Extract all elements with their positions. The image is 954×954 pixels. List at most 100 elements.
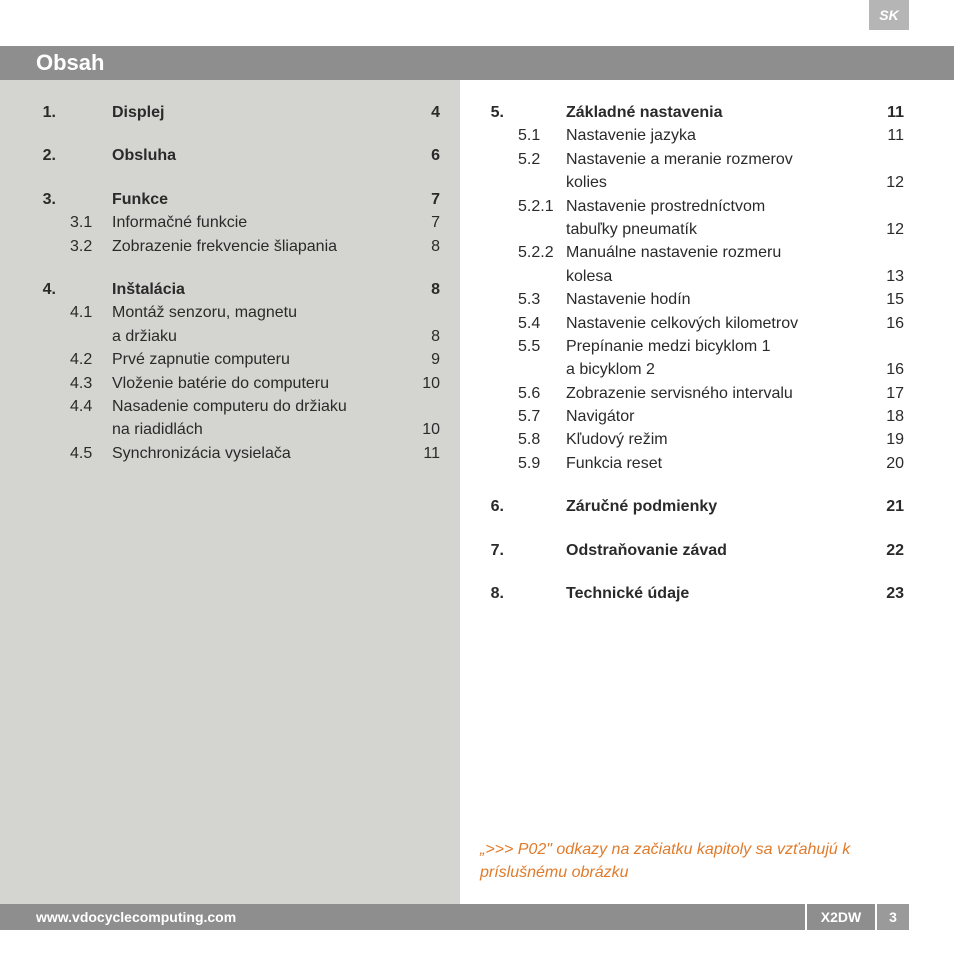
toc-page-number: 21 xyxy=(872,496,904,518)
toc-section-number: 7. xyxy=(480,540,510,562)
toc-subsection-row[interactable]: 4.2Prvé zapnutie computeru9 xyxy=(32,349,440,371)
toc-entry-title: Nastavenie a meranie rozmerov xyxy=(566,149,872,171)
toc-subsection-number: 5.9 xyxy=(510,453,566,475)
toc-section-row[interactable]: 6.Záručné podmienky21 xyxy=(480,496,904,518)
toc-page-number: 13 xyxy=(872,266,904,288)
toc-entry-title: Zobrazenie servisného intervalu xyxy=(566,383,872,405)
toc-subsection-row[interactable]: 5.3Nastavenie hodín15 xyxy=(480,289,904,311)
toc-page-number: 20 xyxy=(872,453,904,475)
toc-subsection-row[interactable]: 3.2Zobrazenie frekvencie šliapania8 xyxy=(32,236,440,258)
toc-subsection-number: 5.2.1 xyxy=(510,196,566,218)
toc-entry-title: a bicyklom 2 xyxy=(566,359,872,381)
toc-page-number: 12 xyxy=(872,219,904,241)
toc-page-number: 17 xyxy=(872,383,904,405)
toc-section-row[interactable]: 1.Displej4 xyxy=(32,102,440,124)
toc-subsection-row[interactable]: kolies12 xyxy=(480,172,904,194)
toc-subsection-row[interactable]: 3.1Informačné funkcie7 xyxy=(32,212,440,234)
toc-entry-title: Nastavenie jazyka xyxy=(566,125,872,147)
toc-subsection-row[interactable]: 4.1Montáž senzoru, magnetu xyxy=(32,302,440,324)
toc-column-left: 1.Displej4 2. Obsluha6 3. Funkce73.1Informač… xyxy=(0,80,460,904)
toc-entry-title: Montáž senzoru, magnetu xyxy=(112,302,408,324)
toc-subsection-row[interactable]: tabuľky pneumatík12 xyxy=(480,219,904,241)
footer-bar: www.vdocyclecomputing.com X2DW 3 xyxy=(0,904,954,930)
toc-page-number: 8 xyxy=(408,236,440,258)
toc-entry-title: Zobrazenie frekvencie šliapania xyxy=(112,236,408,258)
toc-section-number: 1. xyxy=(32,102,62,124)
toc-subsection-number: 4.3 xyxy=(62,373,112,395)
toc-page-number: 8 xyxy=(408,326,440,348)
toc-section-row[interactable]: 8.Technické údaje23 xyxy=(480,583,904,605)
toc-subsection-row[interactable]: 5.1Nastavenie jazyka11 xyxy=(480,125,904,147)
toc-subsection-row[interactable]: 5.6Zobrazenie servisného intervalu17 xyxy=(480,383,904,405)
toc-entry-title: Vloženie batérie do computeru xyxy=(112,373,408,395)
toc-entry-title: Manuálne nastavenie rozmeru xyxy=(566,242,872,264)
toc-column-right: 5.Základné nastavenia115.1Nastavenie jaz… xyxy=(460,80,954,904)
toc-subsection-number: 5.4 xyxy=(510,313,566,335)
toc-gap xyxy=(32,169,440,189)
toc-section-row[interactable]: 3. Funkce7 xyxy=(32,189,440,211)
toc-subsection-row[interactable]: 4.4Nasadenie computeru do držiaku xyxy=(32,396,440,418)
toc-section-number: 3. xyxy=(32,189,62,211)
toc-entry-title: Obsluha xyxy=(112,145,408,167)
page-title: Obsah xyxy=(36,50,104,76)
toc-entry-title: Inštalácia xyxy=(112,279,408,301)
toc-subsection-number: 5.6 xyxy=(510,383,566,405)
toc-subsection-row[interactable]: 4.3Vloženie batérie do computeru10 xyxy=(32,373,440,395)
toc-subsection-row[interactable]: a držiaku8 xyxy=(32,326,440,348)
toc-page-number: 8 xyxy=(408,279,440,301)
toc-section-row[interactable]: 7.Odstraňovanie závad22 xyxy=(480,540,904,562)
toc-subsection-row[interactable]: 5.8Kľudový režim19 xyxy=(480,429,904,451)
toc-page-number: 16 xyxy=(872,313,904,335)
toc-subsection-row[interactable]: 5.2.2Manuálne nastavenie rozmeru xyxy=(480,242,904,264)
toc-subsection-row[interactable]: 5.4Nastavenie celkových kilometrov16 xyxy=(480,313,904,335)
toc-subsection-row[interactable]: 5.5Prepínanie medzi bicyklom 1 xyxy=(480,336,904,358)
toc-subsection-number: 5.1 xyxy=(510,125,566,147)
toc-subsection-row[interactable]: 5.2Nastavenie a meranie rozmerov xyxy=(480,149,904,171)
toc-subsection-number: 3.2 xyxy=(62,236,112,258)
toc-entry-title: Odstraňovanie závad xyxy=(566,540,872,562)
toc-page-number: 11 xyxy=(872,102,904,124)
toc-entry-title: Kľudový režim xyxy=(566,429,872,451)
toc-gap xyxy=(480,520,904,540)
toc-section-number: 5. xyxy=(480,102,510,124)
toc-entry-title: Nastavenie prostredníctvom xyxy=(566,196,872,218)
toc-subsection-row[interactable]: 5.9Funkcia reset20 xyxy=(480,453,904,475)
toc-page-number: 15 xyxy=(872,289,904,311)
toc-subsection-row[interactable]: 5.2.1Nastavenie prostredníctvom xyxy=(480,196,904,218)
toc-page-number: 7 xyxy=(408,212,440,234)
toc-entry-title: Základné nastavenia xyxy=(566,102,872,124)
footer-url: www.vdocyclecomputing.com xyxy=(0,904,805,930)
toc-section-row[interactable]: 5. Základné nastavenia11 xyxy=(480,102,904,124)
toc-entry-title: a držiaku xyxy=(112,326,408,348)
toc-entry-title: Funkce xyxy=(112,189,408,211)
toc-section-row[interactable]: 2. Obsluha6 xyxy=(32,145,440,167)
toc-page-number: 11 xyxy=(872,125,904,147)
toc-section-row[interactable]: 4. Inštalácia8 xyxy=(32,279,440,301)
toc-entry-title: Prvé zapnutie computeru xyxy=(112,349,408,371)
toc-subsection-row[interactable]: a bicyklom 216 xyxy=(480,359,904,381)
toc-entry-title: Navigátor xyxy=(566,406,872,428)
toc-page-number: 11 xyxy=(408,443,440,465)
toc-subsection-number: 5.5 xyxy=(510,336,566,358)
toc-entry-title: Nasadenie computeru do držiaku xyxy=(112,396,408,418)
toc-subsection-row[interactable]: na riadidlách10 xyxy=(32,419,440,441)
toc-subsection-number: 5.8 xyxy=(510,429,566,451)
toc-subsection-row[interactable]: 4.5Synchronizácia vysielača11 xyxy=(32,443,440,465)
toc-subsection-row[interactable]: kolesa13 xyxy=(480,266,904,288)
toc-page-number: 12 xyxy=(872,172,904,194)
toc-gap xyxy=(32,259,440,279)
toc-section-number: 4. xyxy=(32,279,62,301)
toc-section-number: 6. xyxy=(480,496,510,518)
toc-page-number: 4 xyxy=(408,102,440,124)
toc-entry-title: kolesa xyxy=(566,266,872,288)
toc-subsection-number: 4.2 xyxy=(62,349,112,371)
toc-page-number: 6 xyxy=(408,145,440,167)
toc-page-number: 7 xyxy=(408,189,440,211)
toc-gap xyxy=(480,476,904,496)
toc-section-number: 2. xyxy=(32,145,62,167)
language-tab: SK xyxy=(869,0,909,30)
toc-subsection-row[interactable]: 5.7Navigátor18 xyxy=(480,406,904,428)
toc-page-number: 19 xyxy=(872,429,904,451)
toc-section-number: 8. xyxy=(480,583,510,605)
toc-page-number: 23 xyxy=(872,583,904,605)
